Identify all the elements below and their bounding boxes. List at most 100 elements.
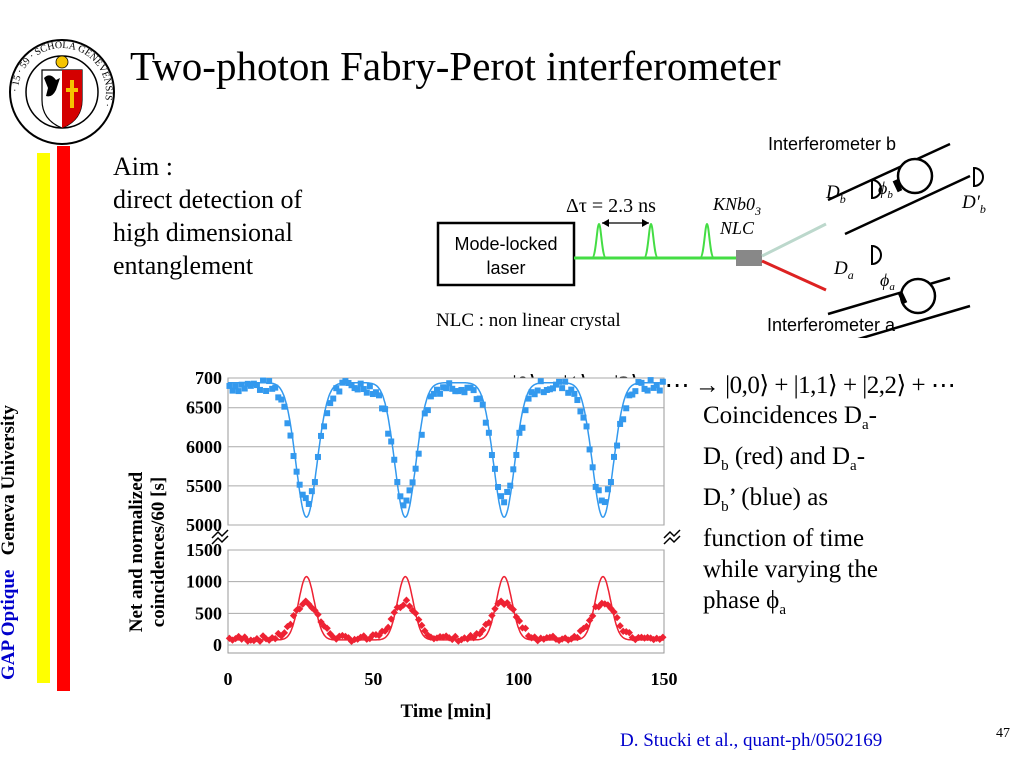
- upper-data-point: [287, 432, 294, 439]
- detector-db-label: Db: [825, 182, 846, 206]
- lower-y-tick: 1500: [186, 540, 222, 560]
- upper-data-point: [604, 486, 611, 493]
- x-tick: 150: [651, 669, 678, 689]
- nlc-footnote: NLC : non linear crystal: [436, 310, 621, 331]
- upper-data-point: [342, 378, 349, 385]
- beam-a: [761, 259, 827, 292]
- upper-data-point: [437, 390, 444, 397]
- experiment-schematic: Mode-locked laser Δτ = 2.3 ns KNb03 NLC …: [436, 134, 986, 338]
- upper-y-tick: 6500: [186, 398, 222, 418]
- upper-data-point: [510, 466, 517, 473]
- upper-data-point: [650, 384, 657, 391]
- lower-data-point: [588, 612, 597, 620]
- lower-data-point: [314, 610, 322, 619]
- pulse-1: [591, 222, 607, 259]
- upper-data-point: [531, 391, 538, 398]
- upper-data-point: [427, 393, 434, 400]
- upper-data-point: [644, 387, 651, 394]
- upper-data-point: [278, 396, 285, 403]
- upper-data-point: [397, 493, 404, 500]
- upper-data-point: [366, 383, 373, 390]
- page-number: 47: [996, 726, 1010, 741]
- lower-data-point: [585, 616, 594, 625]
- upper-data-point: [495, 484, 502, 491]
- upper-data-point: [360, 386, 367, 393]
- upper-data-point: [464, 384, 471, 391]
- lower-data-point: [451, 632, 459, 641]
- upper-data-point: [339, 379, 346, 386]
- upper-data-point: [586, 446, 593, 453]
- upper-data-point: [485, 429, 492, 436]
- pulse-2: [643, 222, 659, 259]
- upper-data-point: [314, 453, 321, 460]
- upper-data-point: [415, 450, 422, 457]
- upper-data-point: [269, 385, 276, 392]
- lower-data-point: [280, 629, 289, 637]
- lower-data-point: [582, 622, 591, 631]
- upper-data-point: [318, 432, 325, 439]
- lower-y-tick: 0: [213, 635, 222, 655]
- upper-data-point: [321, 423, 328, 430]
- upper-data-point: [467, 384, 474, 391]
- upper-data-point: [470, 387, 477, 394]
- upper-data-point: [635, 379, 642, 386]
- sidebar-yellow-bar: [37, 153, 50, 683]
- upper-data-point: [647, 377, 654, 384]
- upper-data-point: [281, 403, 288, 410]
- upper-data-point: [232, 383, 239, 390]
- x-tick: 50: [364, 669, 382, 689]
- upper-data-point: [446, 380, 453, 387]
- detector-dbp-label: D′b: [961, 192, 986, 216]
- upper-data-point: [653, 382, 660, 389]
- upper-data-point: [327, 400, 334, 407]
- upper-data-point: [272, 384, 279, 391]
- lower-data-point: [573, 633, 582, 642]
- lower-data-point: [616, 622, 624, 630]
- upper-y-tick: 6000: [186, 437, 222, 457]
- upper-data-point: [311, 479, 318, 486]
- laser-label-1: Mode-locked: [454, 234, 557, 254]
- slide-title: Two-photon Fabry-Perot interferometer: [130, 43, 781, 89]
- upper-data-point: [293, 468, 300, 475]
- upper-data-point: [421, 410, 428, 417]
- upper-data-point: [388, 438, 395, 445]
- upper-data-point: [296, 481, 303, 488]
- upper-data-point: [556, 378, 563, 385]
- upper-data-point: [256, 386, 263, 393]
- aim-line-1: direct detection of: [113, 185, 303, 214]
- nlc-label: NLC: [719, 218, 755, 238]
- lower-data-point: [659, 633, 667, 641]
- upper-data-point: [302, 495, 309, 502]
- upper-data-point: [553, 381, 560, 388]
- upper-data-point: [598, 497, 605, 504]
- upper-data-point: [577, 408, 584, 415]
- upper-data-point: [247, 382, 254, 389]
- upper-data-point: [659, 378, 666, 385]
- upper-data-point: [394, 479, 401, 486]
- lower-data-point: [256, 637, 264, 645]
- upper-data-point: [235, 388, 242, 395]
- upper-data-point: [504, 488, 511, 495]
- lower-data-point: [415, 615, 423, 624]
- upper-data-point: [461, 389, 468, 396]
- upper-data-point: [501, 499, 508, 506]
- lower-data-point: [509, 605, 517, 614]
- upper-data-point: [305, 500, 312, 507]
- upper-data-point: [565, 389, 572, 396]
- upper-data-point: [400, 502, 407, 509]
- upper-data-point: [611, 453, 618, 460]
- upper-data-point: [534, 387, 541, 394]
- upper-data-point: [418, 431, 425, 438]
- upper-data-point: [632, 388, 639, 395]
- upper-data-point: [443, 385, 450, 392]
- upper-data-point: [607, 479, 614, 486]
- x-axis-label: Time [min]: [401, 701, 492, 722]
- university-name: Geneva University: [0, 405, 19, 556]
- upper-data-point: [549, 385, 556, 392]
- upper-data-point: [330, 395, 337, 402]
- upper-data-point: [589, 464, 596, 471]
- upper-data-point: [537, 378, 544, 385]
- y-axis-label-1: Net and normalized: [126, 471, 147, 632]
- upper-data-point: [433, 386, 440, 393]
- phi-a-label: ϕa: [880, 270, 895, 293]
